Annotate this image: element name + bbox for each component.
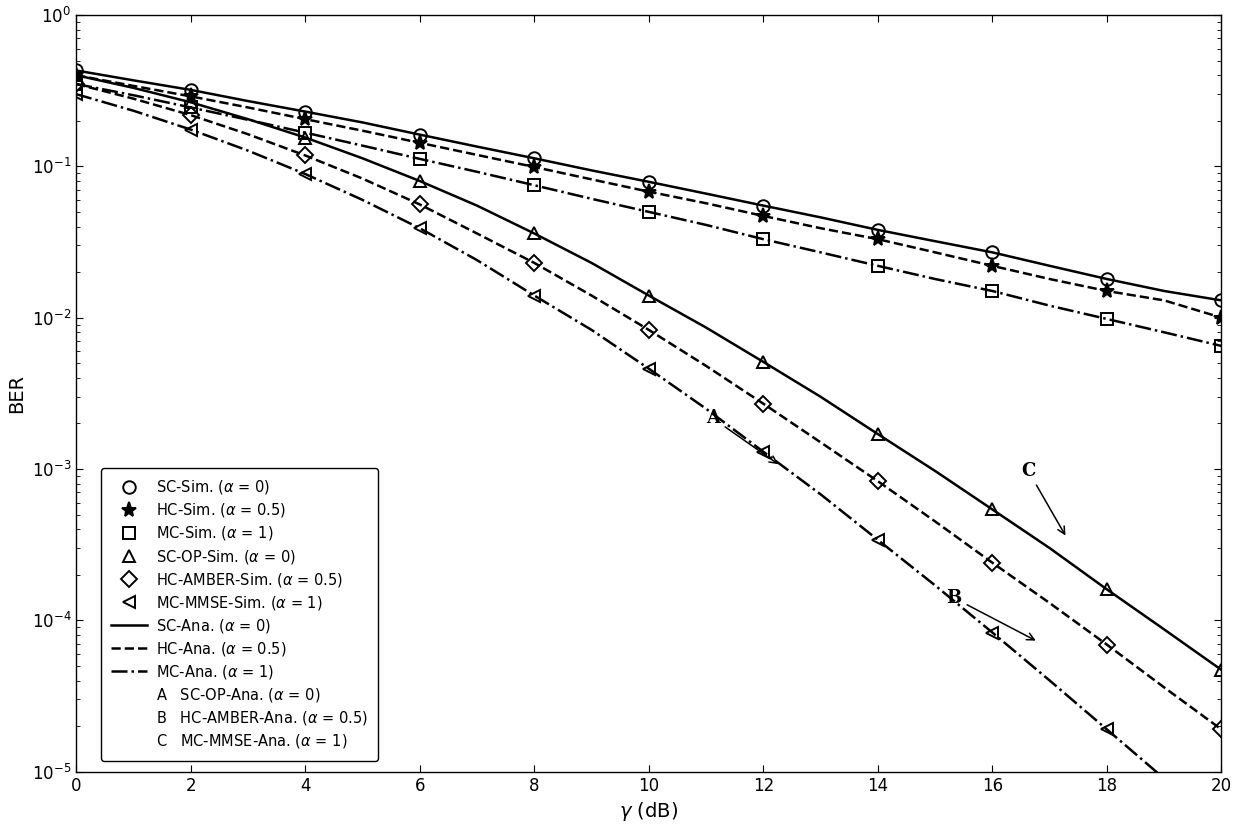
- Y-axis label: BER: BER: [7, 374, 26, 413]
- Text: C: C: [1021, 462, 1064, 534]
- Legend: SC-Sim. ($\alpha$ = 0), HC-Sim. ($\alpha$ = 0.5), MC-Sim. ($\alpha$ = 1), SC-OP-: SC-Sim. ($\alpha$ = 0), HC-Sim. ($\alpha…: [100, 468, 378, 760]
- Text: A: A: [706, 409, 777, 463]
- Text: B: B: [947, 589, 1035, 640]
- X-axis label: $\gamma$ (dB): $\gamma$ (dB): [620, 800, 678, 823]
